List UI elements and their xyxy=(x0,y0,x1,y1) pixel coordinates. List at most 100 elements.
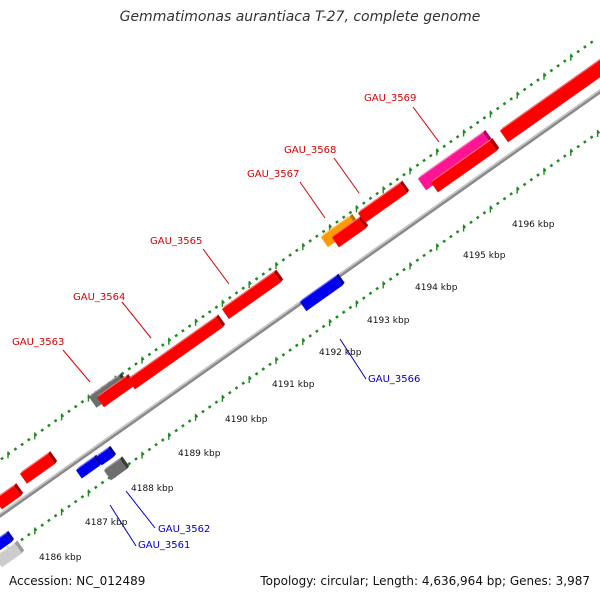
tick-dot xyxy=(187,419,192,423)
gene-block-top xyxy=(321,213,353,238)
gene-block[interactable] xyxy=(76,457,100,479)
gene-block-top xyxy=(358,180,403,214)
tick-dot xyxy=(522,182,527,187)
tick-label: 4186 kbp xyxy=(39,553,82,563)
gene-block-top xyxy=(418,129,486,179)
gene-block[interactable] xyxy=(128,317,223,390)
gene-label-reverse[interactable]: GAU_3561 xyxy=(138,540,190,551)
tick-dot xyxy=(53,418,58,423)
gene-block[interactable] xyxy=(418,132,492,191)
gene-block-side xyxy=(94,454,102,466)
tick-dot xyxy=(214,400,219,404)
tick-dot xyxy=(522,87,527,92)
tick-labels: 4186 kbp 4187 kbp 4188 kbp 4189 kbp 4190… xyxy=(39,220,555,563)
tick-dot xyxy=(375,191,380,196)
tick-dot xyxy=(13,447,18,451)
gene-label-forward[interactable]: GAU_3569 xyxy=(364,93,416,104)
gene-block[interactable] xyxy=(20,454,55,484)
tick-dot xyxy=(160,438,165,442)
tick-dot xyxy=(402,267,406,272)
tick-dot xyxy=(254,371,259,376)
accession-text: Accession: NC_012489 xyxy=(9,574,146,588)
tick-dot xyxy=(449,139,453,144)
gene-block[interactable] xyxy=(0,533,12,551)
gene-label-forward[interactable]: GAU_3565 xyxy=(150,236,202,247)
tick-dot xyxy=(482,116,487,120)
tick-dot xyxy=(529,82,534,87)
tick-dot xyxy=(469,125,473,130)
tick-dot xyxy=(422,158,426,163)
gene-block-side xyxy=(6,530,14,542)
gene-block[interactable] xyxy=(104,459,127,481)
tick-dot xyxy=(482,211,487,215)
tick-dot xyxy=(422,253,426,258)
gene-label-reverse[interactable]: GAU_3566 xyxy=(368,374,420,385)
gene-block-top xyxy=(20,451,51,474)
gene-label-forward[interactable]: GAU_3568 xyxy=(284,145,336,156)
label-leader-line xyxy=(109,504,137,547)
tick-dot xyxy=(315,234,319,238)
tick-dot xyxy=(455,229,460,234)
tick-dot xyxy=(261,272,266,276)
gene-block[interactable] xyxy=(300,276,343,312)
tick-dot xyxy=(127,461,132,466)
gene-block-top xyxy=(96,445,111,458)
gene-label-forward[interactable]: GAU_3567 xyxy=(247,169,299,180)
tick-dot xyxy=(321,229,326,234)
label-leader-line xyxy=(121,301,152,339)
tick-dot xyxy=(562,154,567,158)
tick-dot xyxy=(428,248,433,253)
gene-block[interactable] xyxy=(332,218,366,248)
gene-block[interactable] xyxy=(96,448,114,466)
tick-dot xyxy=(308,334,313,338)
tick-dot xyxy=(556,64,560,68)
tick-dot xyxy=(281,258,286,262)
tick-dot xyxy=(294,343,299,348)
gene-block[interactable] xyxy=(500,60,600,143)
label-leader-line xyxy=(299,181,326,219)
gene-block[interactable] xyxy=(0,543,22,568)
gene-block-top xyxy=(222,269,277,310)
tick-dot xyxy=(93,485,98,490)
gene-block[interactable] xyxy=(97,377,133,408)
label-leader-line xyxy=(339,338,367,380)
tick-dot xyxy=(20,442,24,447)
tick-dot xyxy=(207,310,212,314)
tick-dot xyxy=(80,399,85,404)
tick-dot xyxy=(509,97,514,101)
gene-block[interactable] xyxy=(0,486,21,510)
tick-dot xyxy=(368,196,373,201)
gene-block[interactable] xyxy=(431,140,497,193)
tick-dot xyxy=(147,447,152,452)
tick-dot xyxy=(428,153,433,158)
gene-block-side xyxy=(14,483,24,496)
tick-dot xyxy=(395,272,400,277)
genome-title: Gemmatimonas aurantiaca T-27, complete g… xyxy=(119,9,481,25)
tick-dot xyxy=(536,78,540,82)
gene-block-side xyxy=(274,269,284,283)
tick-dot xyxy=(134,362,138,366)
tick-label: 4194 kbp xyxy=(415,283,458,293)
tick-dot xyxy=(509,192,514,196)
gene-label-forward[interactable]: GAU_3563 xyxy=(12,337,64,348)
gene-label-forward[interactable]: GAU_3564 xyxy=(73,292,125,303)
tick-dot xyxy=(288,253,292,257)
gene-block[interactable] xyxy=(358,183,407,223)
tick-dot xyxy=(402,172,406,177)
tick-dot xyxy=(388,182,393,186)
tick-label: 4190 kbp xyxy=(225,415,268,425)
label-leader-line xyxy=(62,349,91,383)
tick-dot xyxy=(174,428,179,433)
tick-dot xyxy=(315,329,319,333)
tick-dot xyxy=(549,163,554,168)
tick-dot xyxy=(227,295,232,300)
gene-label-reverse[interactable]: GAU_3562 xyxy=(158,524,210,535)
tick-dot xyxy=(268,362,272,367)
tick-dot xyxy=(321,324,326,329)
tick-label: 4189 kbp xyxy=(178,449,221,459)
gene-block[interactable] xyxy=(222,272,281,320)
tick-dot xyxy=(261,367,266,371)
tick-dot xyxy=(536,173,540,177)
label-leader-line xyxy=(412,106,440,143)
tick-dot xyxy=(187,324,192,328)
